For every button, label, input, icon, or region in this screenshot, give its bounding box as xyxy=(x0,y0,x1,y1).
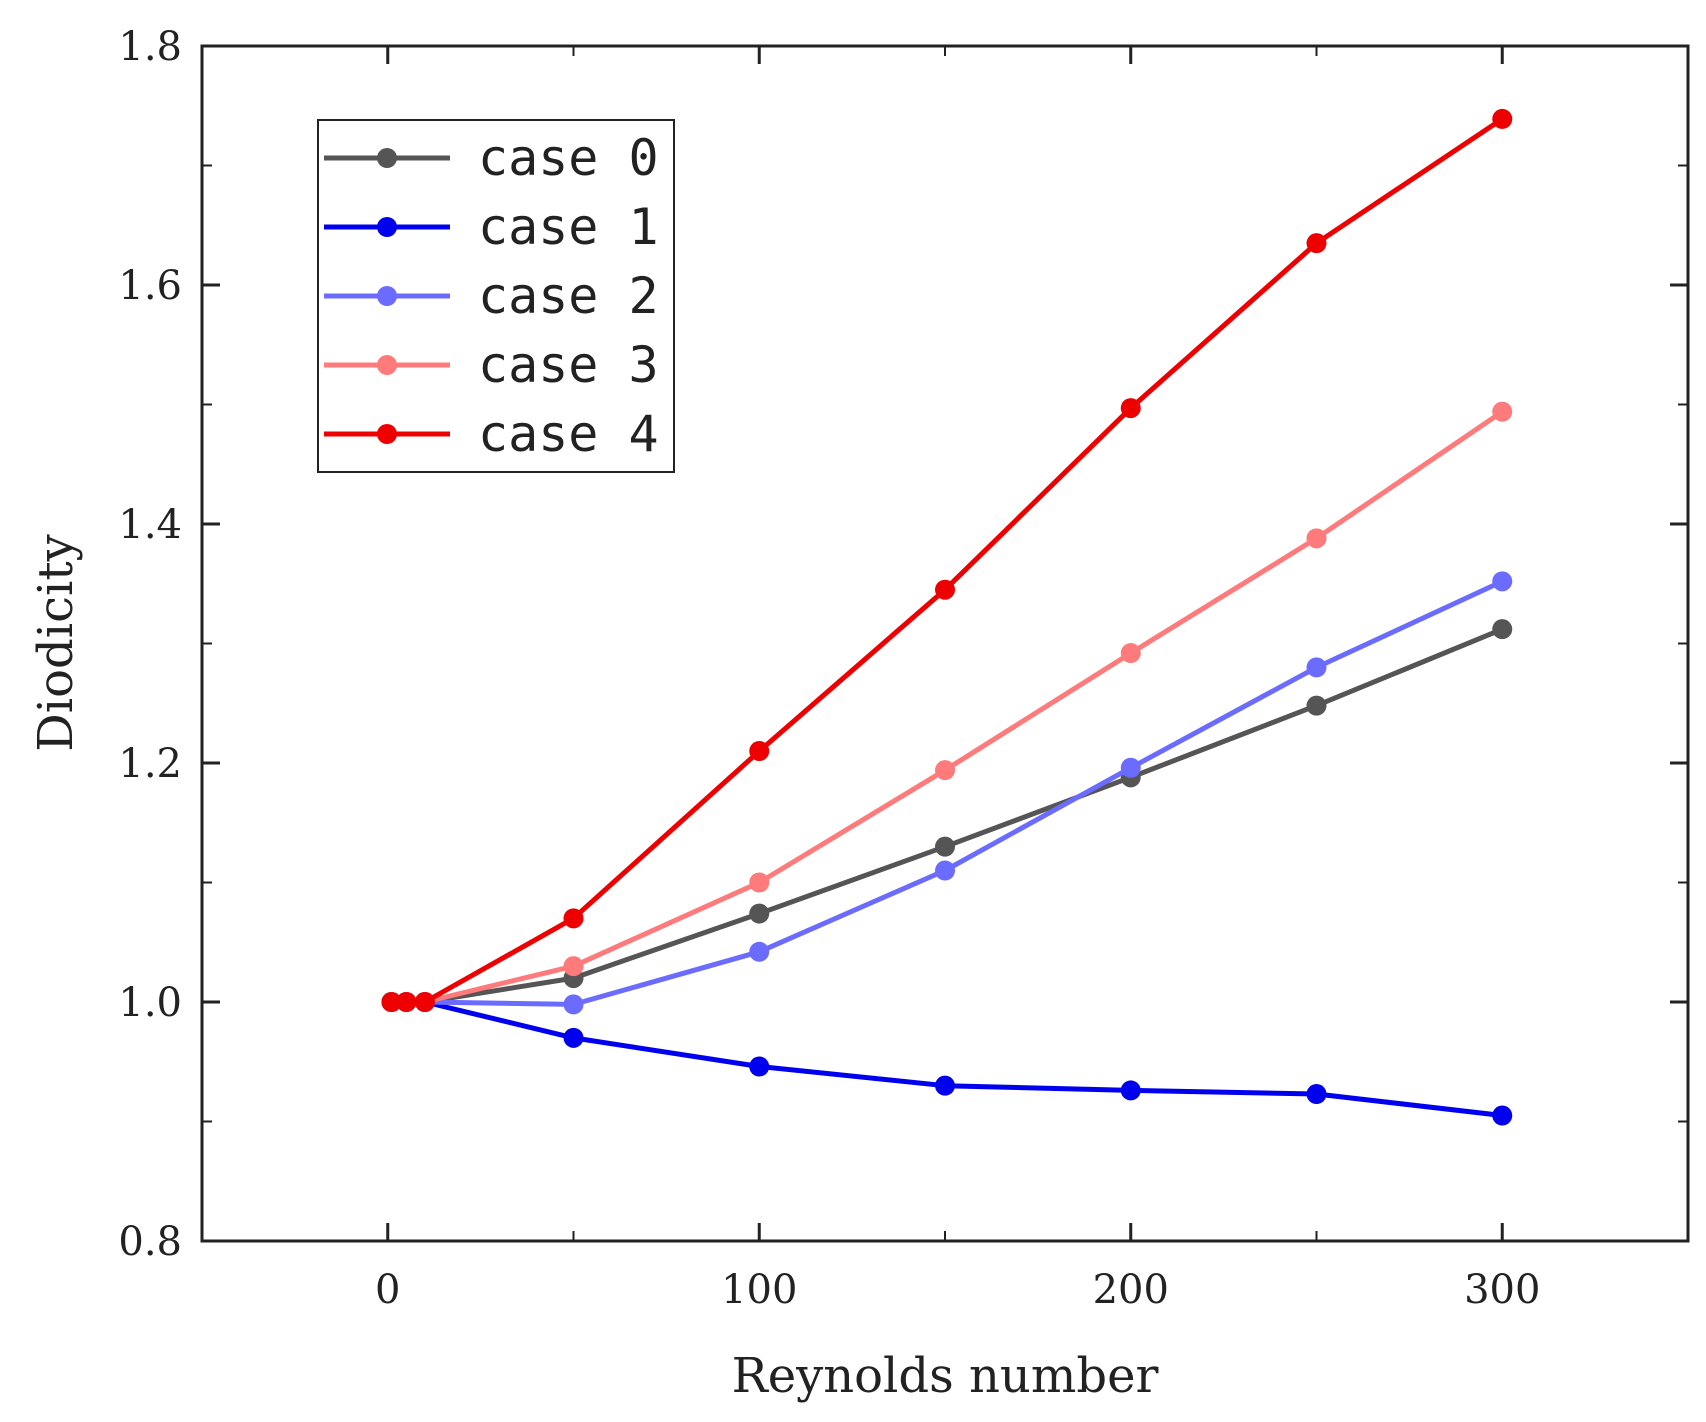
data-point-case-4 xyxy=(1306,233,1327,254)
series-layer xyxy=(381,108,1513,1126)
legend-item-case-0: case 0 xyxy=(324,129,659,187)
x-tick-label: 200 xyxy=(1093,1267,1169,1313)
y-axis-title: Diodicity xyxy=(28,534,84,751)
x-axis-title: Reynolds number xyxy=(732,1348,1159,1404)
data-point-case-0 xyxy=(935,836,955,857)
y-tick-label: 1.6 xyxy=(118,263,182,309)
legend-marker-case-2 xyxy=(377,286,397,306)
series-case-4 xyxy=(381,108,1513,1012)
data-point-case-1 xyxy=(563,1027,584,1048)
data-point-case-0 xyxy=(1492,619,1513,640)
data-point-case-4 xyxy=(563,908,584,929)
series-line-case-0 xyxy=(389,626,1505,1005)
series-line-case-3 xyxy=(389,409,1505,1005)
y-tick-label: 1.8 xyxy=(118,24,182,70)
series-case-1 xyxy=(381,992,1513,1126)
series-case-3 xyxy=(381,401,1513,1012)
data-point-case-2 xyxy=(1492,571,1513,592)
series-line-case-2 xyxy=(389,578,1505,1007)
series-case-2 xyxy=(381,571,1513,1015)
data-point-case-3 xyxy=(1492,401,1513,422)
y-tick-label: 1.4 xyxy=(118,502,182,548)
data-point-case-1 xyxy=(749,1056,770,1077)
data-point-case-1 xyxy=(935,1075,955,1096)
axis-ticks: 0 100 200 300 0.8 1.0 1.2 1.4 1.6 1.8 xyxy=(118,24,1688,1313)
legend-marker-case-3 xyxy=(377,355,397,375)
data-point-case-2 xyxy=(563,994,584,1015)
data-point-case-3 xyxy=(749,872,770,893)
legend-item-case-3: case 3 xyxy=(324,336,659,394)
data-point-case-2 xyxy=(1120,757,1141,778)
series-line-case-1 xyxy=(389,999,1505,1118)
legend-label-case-2: case 2 xyxy=(478,267,659,325)
legend-item-case-1: case 1 xyxy=(324,198,659,256)
legend-label-case-1: case 1 xyxy=(478,198,659,256)
x-tick-label: 0 xyxy=(375,1267,400,1313)
legend-item-case-2: case 2 xyxy=(324,267,659,325)
y-tick-label: 1.2 xyxy=(118,741,182,787)
data-point-case-2 xyxy=(935,860,955,881)
legend-label-case-4: case 4 xyxy=(478,405,659,463)
legend-label-case-3: case 3 xyxy=(478,336,659,394)
data-point-case-4 xyxy=(749,741,770,762)
data-point-case-0 xyxy=(1306,695,1327,716)
series-case-0 xyxy=(381,619,1513,1012)
y-tick-label: 0.8 xyxy=(118,1219,182,1265)
data-point-case-1 xyxy=(1120,1080,1141,1101)
x-tick-label: 100 xyxy=(721,1267,797,1313)
data-point-case-4 xyxy=(1492,108,1513,129)
legend: case 0 case 1 case 2 case 3 case 4 xyxy=(317,119,675,473)
x-tick-label: 300 xyxy=(1464,1267,1540,1313)
legend-marker-case-0 xyxy=(377,148,397,168)
data-point-case-3 xyxy=(563,956,584,977)
data-point-case-4 xyxy=(381,992,402,1012)
data-point-case-3 xyxy=(935,760,955,781)
data-point-case-4 xyxy=(935,579,955,600)
data-point-case-4 xyxy=(414,992,435,1012)
data-point-case-0 xyxy=(749,903,770,924)
data-point-case-1 xyxy=(1306,1084,1327,1105)
legend-item-case-4: case 4 xyxy=(324,405,659,463)
data-point-case-3 xyxy=(1306,528,1327,549)
data-point-case-2 xyxy=(1306,657,1327,678)
data-point-case-3 xyxy=(1120,643,1141,664)
data-point-case-1 xyxy=(1492,1105,1513,1126)
y-tick-label: 1.0 xyxy=(118,980,182,1026)
data-point-case-2 xyxy=(749,941,770,962)
legend-marker-case-4 xyxy=(377,424,397,444)
data-point-case-4 xyxy=(1120,398,1141,419)
legend-label-case-0: case 0 xyxy=(478,129,659,187)
legend-marker-case-1 xyxy=(377,217,397,237)
data-point-case-4 xyxy=(396,992,417,1012)
